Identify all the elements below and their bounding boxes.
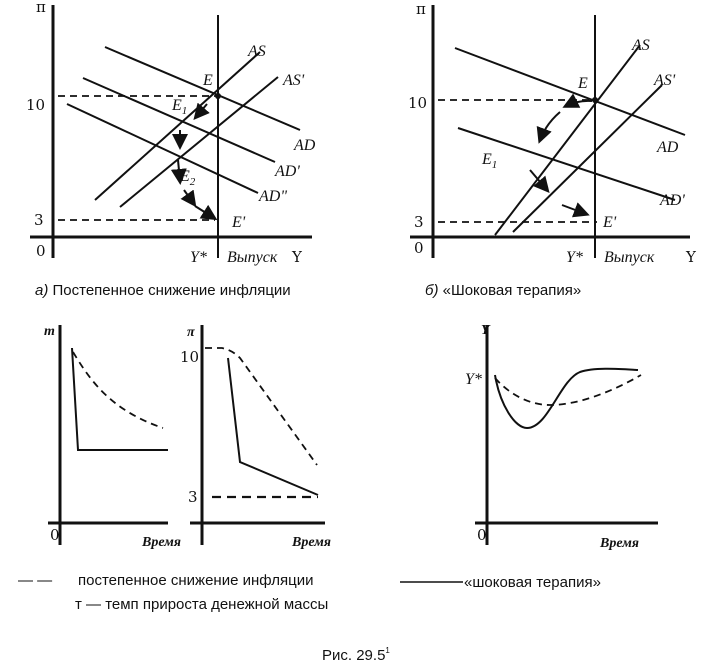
y-axis-label: π (416, 0, 426, 18)
y-star-label: Y* (190, 249, 207, 266)
ad-double-prime-label: AD" (258, 188, 287, 205)
gradual-line (72, 351, 164, 429)
chart-money-growth: т 0 Время (44, 324, 181, 550)
shock-therapy-line (71, 347, 168, 451)
ad-label: AD (293, 137, 316, 154)
x-axis-label: Y (291, 248, 303, 266)
shock-therapy-line (494, 367, 639, 430)
x-axis-label: Y (685, 248, 697, 266)
caption-b: б) «Шоковая терапия» (425, 282, 581, 299)
panel-a-gradual: π 10 3 0 Y* Выпуск Y AS AS' AD AD' AD" E… (26, 0, 316, 299)
tick-10: 10 (408, 94, 427, 112)
chart-output: Y Y* 0 Время (465, 323, 658, 551)
ad-prime-curve (457, 127, 676, 201)
as-label: AS (247, 43, 266, 60)
caption-a: а) Постепенное снижение инфляции (35, 282, 291, 299)
origin-label: 0 (477, 526, 487, 544)
as-prime-curve (119, 76, 279, 208)
gradual-line (494, 374, 642, 406)
ad-prime-label: AD' (274, 163, 300, 180)
point-e-final-label: E' (231, 214, 246, 231)
ad-label: AD (656, 139, 679, 156)
point-e2-label: E2 (179, 168, 196, 188)
legend-dashed-symbol: — — (18, 572, 52, 589)
x-label: Выпуск (604, 249, 655, 266)
adjustment-arrows (529, 93, 593, 218)
origin-label: 0 (36, 242, 46, 260)
origin-label: 0 (50, 526, 60, 544)
x-label: Время (141, 535, 181, 550)
tick-3: 3 (188, 488, 198, 506)
tick-3: 3 (34, 211, 44, 229)
x-label: Выпуск (227, 249, 278, 266)
ad-curve (454, 47, 686, 136)
point-e-final-label: E' (602, 214, 617, 231)
chart-inflation: π 10 3 Время (180, 325, 331, 550)
as-curve (494, 44, 641, 236)
ad-curve (104, 46, 301, 131)
gradual-line (205, 347, 318, 466)
legend: — — постепенное снижение инфляции «шоков… (18, 572, 601, 664)
adjustment-arrows (170, 102, 218, 221)
y-star-label: Y* (566, 249, 583, 266)
legend-solid-label: «шоковая терапия» (464, 574, 601, 591)
y-axis-label: π (36, 0, 46, 16)
as-curve (94, 51, 261, 201)
as-label: AS (631, 37, 650, 54)
tick-10: 10 (26, 96, 45, 114)
origin-label: 0 (414, 239, 424, 257)
x-label: Время (599, 536, 639, 551)
tick-3: 3 (414, 213, 424, 231)
tick-10: 10 (180, 348, 199, 366)
figure-caption: Рис. 29.51 (322, 646, 390, 664)
legend-dashed-label: постепенное снижение инфляции (78, 572, 314, 589)
legend-m-definition: т — темп прироста денежной массы (75, 596, 328, 613)
y-axis-label: π (187, 325, 195, 340)
ad-prime-curve (82, 77, 276, 163)
point-e-label: E (202, 72, 213, 89)
shock-therapy-line (227, 357, 319, 496)
point-e (215, 93, 221, 99)
ad-double-prime-curve (66, 103, 259, 194)
point-e (592, 97, 598, 103)
x-label: Время (291, 535, 331, 550)
y-axis-label: т (44, 324, 55, 339)
y-star-label: Y* (465, 371, 482, 388)
point-e1-label: E1 (481, 151, 497, 171)
panel-b-shock-therapy: π 10 3 0 Y* Выпуск Y AS AS' AD AD' E E1 … (408, 0, 697, 299)
ad-prime-label: AD' (659, 192, 685, 209)
y-axis-label: Y (481, 323, 491, 338)
as-prime-curve (512, 84, 663, 233)
as-prime-label: AS' (282, 72, 305, 89)
as-prime-label: AS' (653, 72, 676, 89)
point-e-label: E (577, 75, 588, 92)
point-e1-label: E1 (171, 97, 187, 117)
